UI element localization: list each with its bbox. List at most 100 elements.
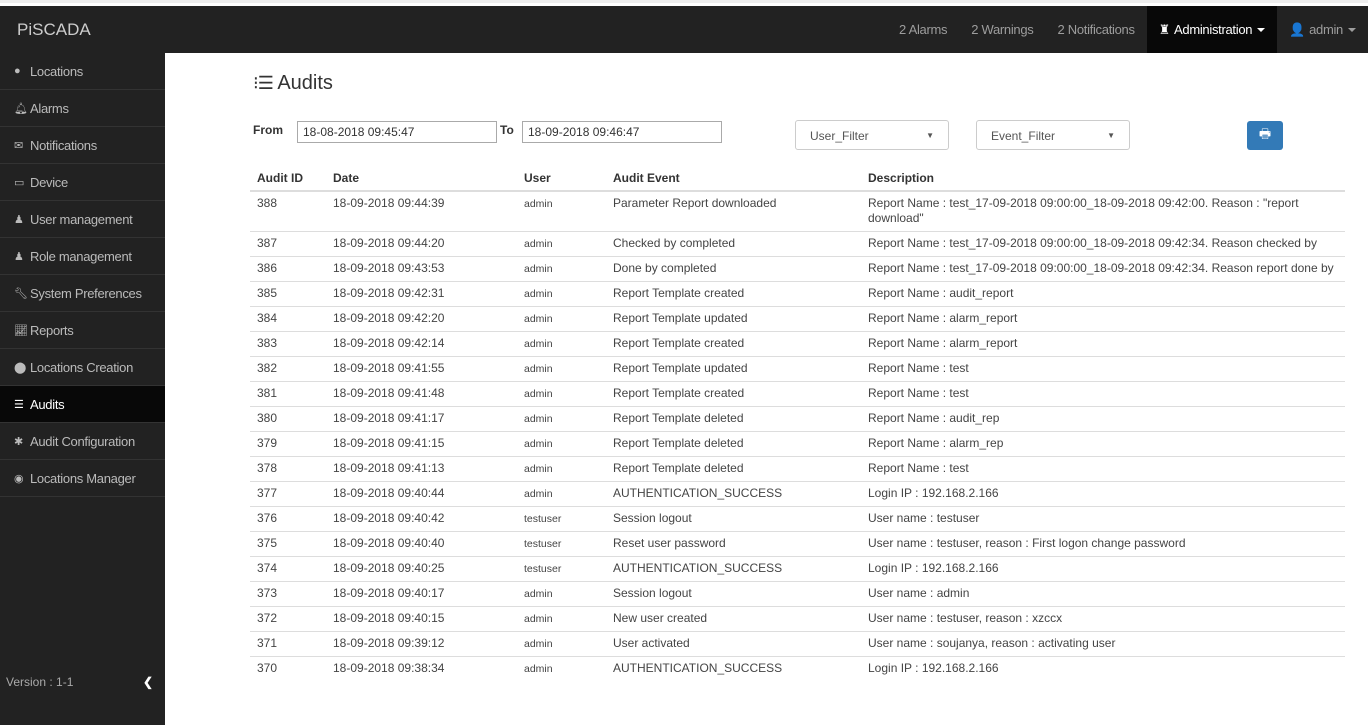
sidebar-item-alarms[interactable]: 🔔︎ Alarms bbox=[0, 90, 165, 127]
cell-audit-event: Report Template created bbox=[606, 331, 861, 357]
cell-description: Login IP : 192.168.2.166 bbox=[861, 481, 1345, 507]
user-menu[interactable]: 👤 admin bbox=[1277, 6, 1368, 53]
table-header-row: Audit ID Date User Audit Event Description bbox=[250, 166, 1345, 192]
cell-description: User name : testuser, reason : xzccx bbox=[861, 606, 1345, 632]
cell-description: Report Name : audit_rep bbox=[861, 406, 1345, 432]
cell-date: 18-09-2018 09:41:17 bbox=[326, 406, 517, 432]
cell-audit-event: Report Template updated bbox=[606, 306, 861, 332]
top-navbar: PiSCADA 2 Alarms 2 Warnings 2 Notificati… bbox=[0, 6, 1368, 53]
brand-logo[interactable]: PiSCADA bbox=[17, 19, 91, 39]
column-header-audit-event[interactable]: Audit Event bbox=[606, 166, 861, 192]
table-row[interactable]: 373 18-09-2018 09:40:17 admin Session logou… bbox=[250, 581, 1345, 607]
sidebar-item-locations-creation[interactable]: ⬤ Locations Creation bbox=[0, 349, 165, 386]
table-row[interactable]: 375 18-09-2018 09:40:40 testuser Reset user… bbox=[250, 531, 1345, 557]
to-date-input[interactable]: 18-09-2018 09:46:47 bbox=[522, 121, 722, 143]
sidebar-item-locations-manager[interactable]: ◉ Locations Manager bbox=[0, 460, 165, 497]
cell-date: 18-09-2018 09:44:20 bbox=[326, 231, 517, 257]
cell-date: 18-09-2018 09:40:42 bbox=[326, 506, 517, 532]
cell-audit-id: 373 bbox=[250, 581, 326, 607]
table-row[interactable]: 380 18-09-2018 09:41:17 admin Report Templa… bbox=[250, 406, 1345, 432]
sidebar-item-locations[interactable]: ● Locations bbox=[0, 53, 165, 90]
sidebar-item-role-management[interactable]: ♟ Role management bbox=[0, 238, 165, 275]
administration-menu[interactable]: ♜ Administration bbox=[1146, 6, 1278, 53]
warnings-link[interactable]: 2 Warnings bbox=[971, 22, 1034, 37]
table-row[interactable]: 381 18-09-2018 09:41:48 admin Report Templa… bbox=[250, 381, 1345, 407]
table-row[interactable]: 374 18-09-2018 09:40:25 testuser AUTHENTICA… bbox=[250, 556, 1345, 582]
cell-date: 18-09-2018 09:40:40 bbox=[326, 531, 517, 557]
cell-audit-id: 379 bbox=[250, 431, 326, 457]
sidebar-item-label: Audits bbox=[30, 396, 65, 412]
column-header-description[interactable]: Description bbox=[861, 166, 1345, 192]
table-row[interactable]: 383 18-09-2018 09:42:14 admin Report Templa… bbox=[250, 331, 1345, 357]
event-filter-select[interactable]: Event_Filter ▼ bbox=[976, 120, 1130, 150]
table-row[interactable]: 379 18-09-2018 09:41:15 admin Report Templa… bbox=[250, 431, 1345, 457]
column-header-audit-id[interactable]: Audit ID bbox=[250, 166, 326, 192]
table-row[interactable]: 376 18-09-2018 09:40:42 testuser Session lo… bbox=[250, 506, 1345, 532]
cell-description: User name : testuser bbox=[861, 506, 1345, 532]
sidebar-item-system-preferences[interactable]: 🔧︎ System Preferences bbox=[0, 275, 165, 312]
sidebar-item-device[interactable]: ▭ Device bbox=[0, 164, 165, 201]
table-row[interactable]: 388 18-09-2018 09:44:39 admin Parameter Rep… bbox=[250, 190, 1345, 232]
table-row[interactable]: 378 18-09-2018 09:41:13 admin Report Templa… bbox=[250, 456, 1345, 482]
cell-description: Report Name : alarm_report bbox=[861, 331, 1345, 357]
table-row[interactable]: 370 18-09-2018 09:38:34 admin AUTHENTICATIO… bbox=[250, 656, 1345, 681]
cell-user: admin bbox=[517, 231, 606, 257]
sidebar-item-notifications[interactable]: ✉ Notifications bbox=[0, 127, 165, 164]
sidebar-item-audit-configuration[interactable]: ✱ Audit Configuration bbox=[0, 423, 165, 460]
table-row[interactable]: 386 18-09-2018 09:43:53 admin Done by compl… bbox=[250, 256, 1345, 282]
cell-user: admin bbox=[517, 381, 606, 407]
table-row[interactable]: 372 18-09-2018 09:40:15 admin New user crea… bbox=[250, 606, 1345, 632]
list-ol-icon: ☰ bbox=[14, 398, 24, 411]
table-row[interactable]: 382 18-09-2018 09:41:55 admin Report Templa… bbox=[250, 356, 1345, 382]
column-header-date[interactable]: Date bbox=[326, 166, 517, 192]
table-row[interactable]: 385 18-09-2018 09:42:31 admin Report Templa… bbox=[250, 281, 1345, 307]
sidebar-item-label: Locations Manager bbox=[30, 470, 136, 486]
cell-audit-id: 378 bbox=[250, 456, 326, 482]
cell-user: admin bbox=[517, 456, 606, 482]
cell-user: admin bbox=[517, 306, 606, 332]
globe-icon: ● bbox=[14, 65, 21, 77]
from-date-input[interactable]: 18-08-2018 09:45:47 bbox=[297, 121, 497, 143]
cell-description: Report Name : test_17-09-2018 09:00:00_1… bbox=[861, 190, 1345, 232]
user-filter-select[interactable]: User_Filter ▼ bbox=[795, 120, 949, 150]
notifications-link[interactable]: 2 Notifications bbox=[1057, 22, 1135, 37]
cell-audit-id: 388 bbox=[250, 190, 326, 232]
sidebar-item-label: Device bbox=[30, 174, 68, 190]
sidebar-item-label: Locations Creation bbox=[30, 359, 133, 375]
cell-audit-id: 377 bbox=[250, 481, 326, 507]
table-row[interactable]: 371 18-09-2018 09:39:12 admin User activate… bbox=[250, 631, 1345, 657]
cell-audit-event: Report Template created bbox=[606, 281, 861, 307]
cell-date: 18-09-2018 09:42:31 bbox=[326, 281, 517, 307]
cell-audit-event: Report Template deleted bbox=[606, 406, 861, 432]
wrench-icon: 🔧︎ bbox=[14, 287, 28, 300]
collapse-sidebar-icon[interactable]: ❮ bbox=[142, 675, 153, 689]
cell-description: Report Name : test bbox=[861, 456, 1345, 482]
to-label: To bbox=[500, 123, 514, 137]
alarms-link[interactable]: 2 Alarms bbox=[899, 22, 948, 37]
chart-icon: 📈︎ bbox=[14, 324, 28, 337]
cell-user: admin bbox=[517, 406, 606, 432]
column-header-user[interactable]: User bbox=[517, 166, 606, 192]
sidebar-item-user-management[interactable]: ♟ User management bbox=[0, 201, 165, 238]
cell-description: Report Name : test_17-09-2018 09:00:00_1… bbox=[861, 231, 1345, 257]
cell-audit-event: Reset user password bbox=[606, 531, 861, 557]
cell-user: admin bbox=[517, 481, 606, 507]
sidebar-item-reports[interactable]: 📈︎ Reports bbox=[0, 312, 165, 349]
table-row[interactable]: 384 18-09-2018 09:42:20 admin Report Templa… bbox=[250, 306, 1345, 332]
sidebar-item-label: User management bbox=[30, 211, 133, 227]
cell-date: 18-09-2018 09:42:20 bbox=[326, 306, 517, 332]
cell-user: admin bbox=[517, 190, 606, 232]
bell-icon: 🔔︎ bbox=[14, 102, 28, 115]
users-icon: ♟ bbox=[14, 250, 24, 263]
print-button[interactable]: 🖶 bbox=[1247, 121, 1283, 150]
table-row[interactable]: 377 18-09-2018 09:40:44 admin AUTHENTICATIO… bbox=[250, 481, 1345, 507]
sidebar-item-audits[interactable]: ☰ Audits bbox=[0, 386, 165, 423]
cell-user: testuser bbox=[517, 506, 606, 532]
cell-audit-id: 383 bbox=[250, 331, 326, 357]
version-text: Version : 1-1 bbox=[6, 675, 74, 689]
table-row[interactable]: 387 18-09-2018 09:44:20 admin Checked by co… bbox=[250, 231, 1345, 257]
cell-date: 18-09-2018 09:40:17 bbox=[326, 581, 517, 607]
tower-icon: ♜ bbox=[1158, 21, 1171, 37]
cell-description: User name : admin bbox=[861, 581, 1345, 607]
cog-icon: ✱ bbox=[14, 435, 23, 448]
